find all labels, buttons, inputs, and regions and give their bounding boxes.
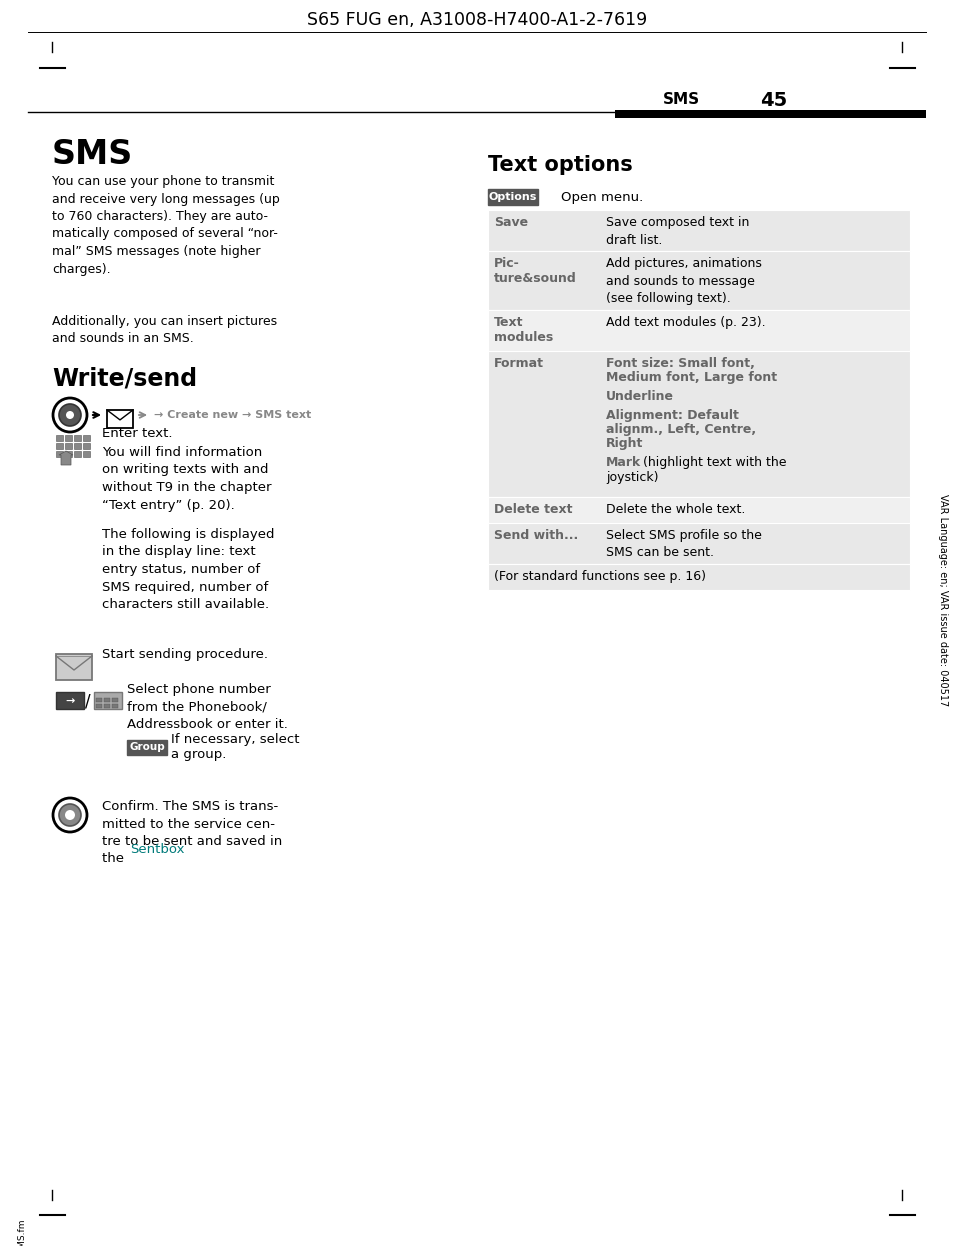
Text: © Siemens AG 2003, L:\Mobil\R65\S65_Penelope_v2\en\fug\S65_SMS.fm: © Siemens AG 2003, L:\Mobil\R65\S65_Pene…: [18, 1220, 27, 1246]
Text: (For standard functions see p. 16): (For standard functions see p. 16): [494, 569, 705, 583]
Text: You can use your phone to transmit
and receive very long messages (up
to 760 cha: You can use your phone to transmit and r…: [52, 174, 279, 275]
Text: Confirm. The SMS is trans-
mitted to the service cen-
tre to be sent and saved i: Confirm. The SMS is trans- mitted to the…: [102, 800, 282, 866]
Bar: [74, 435, 81, 441]
Text: SMS: SMS: [662, 92, 700, 107]
Bar: [107, 410, 132, 427]
Bar: [74, 451, 81, 457]
Text: Delete text: Delete text: [494, 503, 572, 516]
Bar: [104, 698, 110, 701]
Text: Medium font, Large font: Medium font, Large font: [605, 371, 777, 385]
Text: Group: Group: [129, 743, 165, 753]
Bar: [488, 310, 909, 351]
Text: alignm., Left, Centre,: alignm., Left, Centre,: [605, 422, 756, 436]
Text: Send with...: Send with...: [494, 530, 578, 542]
Text: Pic-
ture&sound: Pic- ture&sound: [494, 257, 577, 285]
Text: SMS: SMS: [52, 138, 133, 171]
Text: Delete the whole text.: Delete the whole text.: [605, 503, 744, 516]
Text: Text options: Text options: [488, 155, 632, 174]
Circle shape: [59, 804, 81, 826]
Text: Font size: Small font,: Font size: Small font,: [605, 358, 754, 370]
FancyArrow shape: [59, 451, 73, 465]
Text: The following is displayed
in the display line: text
entry status, number of
SMS: The following is displayed in the displa…: [102, 528, 274, 611]
Bar: [65, 435, 71, 441]
Circle shape: [65, 810, 75, 820]
Text: →: →: [65, 697, 74, 706]
Bar: [74, 444, 81, 449]
Text: Mark: Mark: [605, 456, 640, 468]
Text: Select phone number
from the Phonebook/
Addressbook or enter it.: Select phone number from the Phonebook/ …: [127, 683, 288, 731]
Text: Alignment: Default: Alignment: Default: [605, 409, 739, 421]
Text: Start sending procedure.: Start sending procedure.: [102, 648, 268, 660]
Text: Open menu.: Open menu.: [543, 191, 642, 203]
Bar: [65, 451, 71, 457]
Bar: [83, 451, 90, 457]
Bar: [56, 444, 63, 449]
Bar: [96, 704, 102, 708]
Text: Underline: Underline: [605, 390, 673, 402]
Bar: [488, 250, 909, 310]
Text: Additionally, you can insert pictures
and sounds in an SMS.: Additionally, you can insert pictures an…: [52, 315, 276, 345]
Bar: [488, 189, 537, 206]
Bar: [56, 654, 91, 680]
Bar: [96, 698, 102, 701]
Bar: [488, 523, 909, 564]
Text: Save composed text in
draft list.: Save composed text in draft list.: [605, 216, 749, 247]
Bar: [65, 444, 71, 449]
Text: Add text modules (p. 23).: Add text modules (p. 23).: [605, 316, 765, 329]
Bar: [56, 692, 84, 709]
Text: 45: 45: [760, 91, 786, 110]
Bar: [83, 444, 90, 449]
Bar: [488, 564, 909, 591]
Bar: [488, 211, 909, 250]
Bar: [488, 351, 909, 497]
Text: Save: Save: [494, 216, 528, 229]
Text: Sentbox: Sentbox: [130, 844, 184, 856]
Bar: [83, 435, 90, 441]
Text: Add pictures, animations
and sounds to message
(see following text).: Add pictures, animations and sounds to m…: [605, 257, 761, 305]
Text: Enter text.: Enter text.: [102, 427, 172, 440]
Text: You will find information
on writing texts with and
without T9 in the chapter
“T: You will find information on writing tex…: [102, 446, 272, 512]
Text: /: /: [85, 692, 91, 710]
Text: Options: Options: [488, 192, 537, 202]
Text: (highlight text with the: (highlight text with the: [639, 456, 785, 468]
Bar: [56, 435, 63, 441]
Circle shape: [66, 411, 74, 419]
Bar: [56, 451, 63, 457]
Bar: [488, 497, 909, 523]
Bar: [615, 110, 925, 118]
Bar: [104, 704, 110, 708]
Text: S65 FUG en, A31008-H7400-A1-2-7619: S65 FUG en, A31008-H7400-A1-2-7619: [307, 11, 646, 29]
Circle shape: [59, 404, 81, 426]
Text: Format: Format: [494, 358, 543, 370]
Text: joystick): joystick): [605, 471, 658, 483]
Text: Select SMS profile so the
SMS can be sent.: Select SMS profile so the SMS can be sen…: [605, 530, 761, 559]
Bar: [127, 740, 167, 755]
Text: If necessary, select
a group.: If necessary, select a group.: [171, 733, 299, 761]
Text: → Create new → SMS text: → Create new → SMS text: [153, 410, 311, 420]
Text: VAR Language: en; VAR issue date: 040517: VAR Language: en; VAR issue date: 040517: [937, 493, 947, 706]
Bar: [112, 704, 118, 708]
Text: Right: Right: [605, 437, 642, 451]
Bar: [112, 698, 118, 701]
Bar: [94, 692, 122, 709]
Text: Write/send: Write/send: [52, 366, 197, 390]
Text: Text
modules: Text modules: [494, 316, 553, 344]
